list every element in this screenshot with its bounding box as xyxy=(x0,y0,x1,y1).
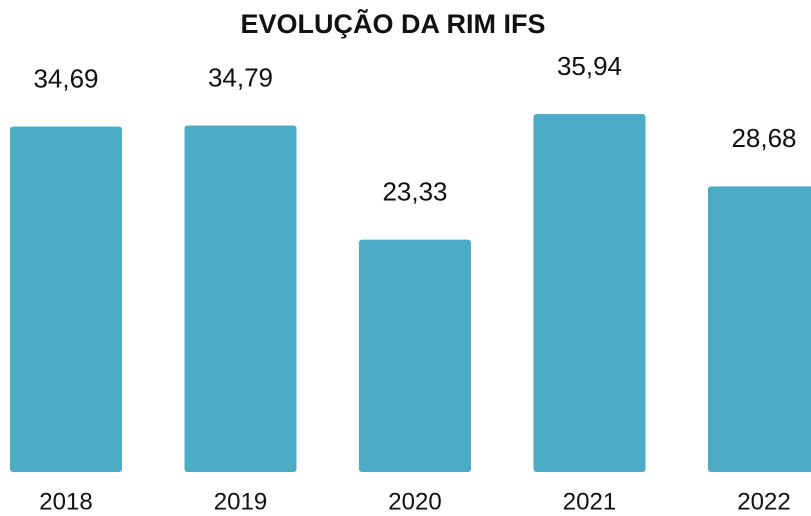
value-label: 34,79 xyxy=(208,62,273,92)
bar xyxy=(10,126,122,472)
x-tick-label: 2019 xyxy=(214,488,267,515)
x-tick-label: 2020 xyxy=(388,488,441,515)
value-label: 28,68 xyxy=(731,123,796,153)
x-tick-label: 2021 xyxy=(563,488,616,515)
bar xyxy=(533,114,646,472)
x-tick-label: 2018 xyxy=(39,488,92,515)
value-label: 35,94 xyxy=(557,51,622,81)
bar xyxy=(359,239,471,472)
x-tick-label: 2022 xyxy=(737,488,790,515)
value-label: 34,69 xyxy=(33,63,98,93)
value-label: 23,33 xyxy=(382,177,447,207)
bar xyxy=(184,125,297,472)
chart-title: EVOLUÇÃO DA RIM IFS xyxy=(240,8,545,39)
bar xyxy=(708,186,811,472)
